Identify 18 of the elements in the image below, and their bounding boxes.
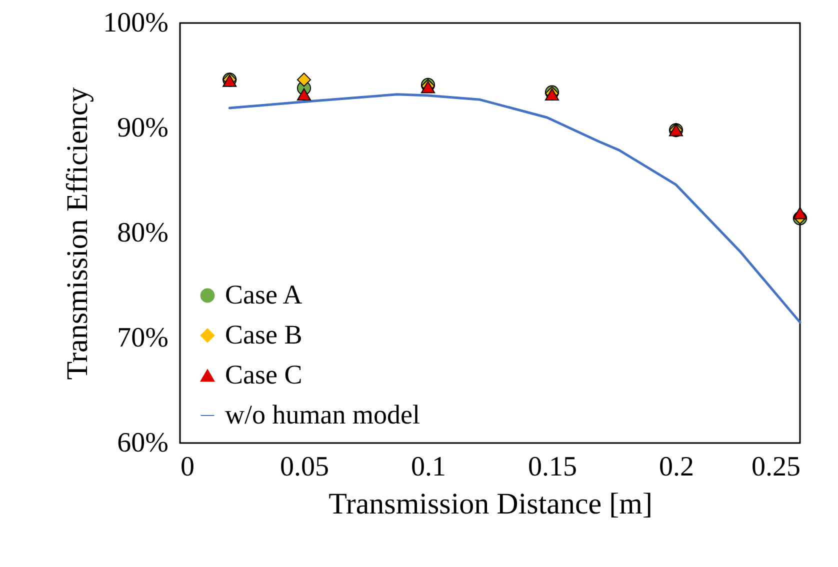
x-tick-label: 0 [180, 452, 194, 482]
x-axis-title: Transmission Distance [m] [328, 488, 652, 520]
legend-label: Case A [225, 280, 303, 310]
legend-label: w/o human model [225, 400, 420, 430]
y-tick-label: 100% [103, 8, 168, 38]
x-tick-label: 0.1 [411, 452, 446, 482]
y-axis-title: Transmission Efficiency [61, 87, 94, 380]
y-tick-label: 90% [117, 112, 168, 144]
y-tick-label: 80% [117, 218, 168, 248]
x-tick-label: 0.15 [528, 452, 577, 482]
x-tick-label: 0.05 [280, 452, 329, 482]
x-tick-label: 0.25 [752, 452, 800, 482]
line-series [228, 93, 802, 324]
legend-label: Case C [225, 360, 302, 390]
legend-label: Case B [225, 320, 302, 350]
y-tick-label: 60% [117, 428, 168, 458]
x-tick-label: 0.2 [659, 452, 694, 482]
y-tick-label: 70% [117, 322, 168, 354]
